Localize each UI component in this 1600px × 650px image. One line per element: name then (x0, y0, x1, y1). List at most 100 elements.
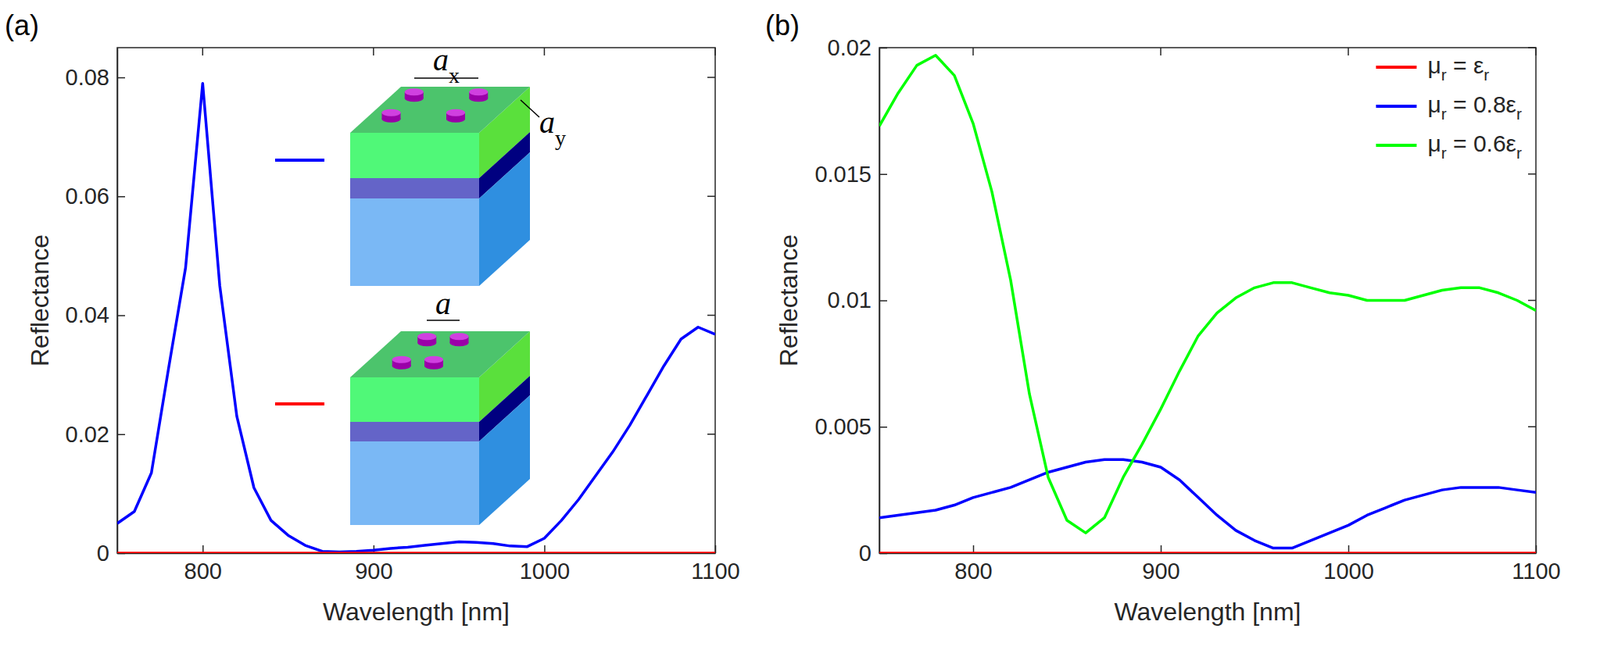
x-tick: 1000 (1323, 545, 1375, 584)
inset-side (479, 152, 530, 287)
y-tick-mark (117, 314, 126, 317)
y-tick-mark-right (707, 76, 716, 79)
inset-pillar (382, 109, 401, 117)
x-tick-mark-top (372, 47, 375, 56)
x-tick-mark-top (1535, 47, 1537, 56)
x-tick-label: 900 (1141, 558, 1180, 584)
x-tick-mark-top (544, 47, 546, 56)
series-line (879, 551, 1536, 554)
plot-lines (117, 83, 716, 554)
series-line (117, 83, 716, 553)
plot-frame (879, 47, 1536, 554)
legend-swatch (275, 158, 325, 162)
x-tick-mark-top (1159, 47, 1162, 56)
inset-pillar (446, 109, 466, 117)
y-tick-mark (117, 196, 126, 198)
inset-label: ay (539, 104, 566, 151)
y-tick-label: 0.02 (65, 422, 110, 448)
inset-top (350, 331, 530, 378)
inset-label: a (435, 286, 452, 322)
x-tick: 900 (1141, 545, 1180, 584)
legend-swatch (1375, 65, 1417, 69)
y-tick-mark-right (1528, 426, 1536, 429)
inset-diagram (350, 86, 530, 287)
y-tick: 0.02 (827, 35, 888, 61)
y-tick-mark-right (707, 433, 716, 436)
y-tick-mark-right (1528, 300, 1536, 302)
x-tick: 800 (954, 545, 992, 584)
inset-layer (350, 198, 480, 287)
y-tick-mark (879, 174, 888, 176)
x-axis-title: Wavelength [nm] (1114, 597, 1302, 627)
y-tick-mark-right (707, 196, 716, 198)
inset-label: ax (433, 42, 460, 88)
x-tick-label: 1100 (690, 558, 740, 584)
axis-line (880, 553, 1537, 555)
y-tick-label: 0 (96, 540, 110, 566)
y-tick: 0.06 (65, 183, 126, 209)
x-tick-label: 800 (954, 558, 992, 584)
x-tick-mark-top (972, 47, 974, 56)
inset-top (350, 86, 530, 133)
inset-pillar (404, 88, 424, 96)
y-axis: 0 0.005 0.01 0.015 0.02 (814, 35, 888, 566)
y-tick: 0.01 (827, 287, 888, 313)
plot-frame (117, 47, 716, 554)
x-tick-label: 1000 (519, 558, 571, 584)
legend-swatch (1375, 143, 1417, 147)
y-tick-mark (879, 300, 888, 302)
y-tick: 0.005 (814, 414, 888, 440)
series-line (879, 55, 1536, 534)
y-tick: 0.02 (65, 422, 126, 448)
x-tick-label: 1100 (1511, 558, 1561, 584)
y-tick-label: 0.04 (65, 302, 110, 328)
panel-label: (b) (765, 9, 800, 42)
inset-arrow (520, 100, 540, 118)
inset-arrow (414, 77, 479, 79)
legend: μr = εrμr = 0.8εrμr = 0.6εr (1375, 52, 1522, 162)
legend-label: μr = 0.8εr (1427, 91, 1522, 123)
y-tick-mark-right (1528, 173, 1536, 176)
y-tick: 0.08 (65, 64, 126, 90)
x-axis: 80090010001100 (118, 545, 741, 584)
series-line (879, 459, 1536, 548)
y-tick-label: 0.015 (814, 161, 872, 187)
y-tick-label: 0 (859, 540, 872, 566)
y-tick-mark (879, 47, 888, 50)
axis-line (118, 553, 716, 555)
y-tick-mark (117, 77, 126, 79)
y-axis: 0 0.02 0.04 0.06 0.08 (65, 48, 126, 566)
panel: 8009001000110000.020.040.060.08Wavelengt… (4, 9, 741, 627)
inset-pillar (417, 332, 437, 341)
y-tick-label: 0.01 (827, 287, 872, 313)
y-axis-title: Reflectance (25, 234, 54, 367)
y-tick: 0.04 (65, 302, 126, 328)
inset-side (479, 395, 530, 526)
y-tick-mark-right (707, 314, 716, 317)
x-tick-mark-top (1347, 47, 1350, 56)
x-tick: 800 (184, 545, 222, 584)
inset-diagram (350, 331, 530, 526)
x-tick: 1100 (1511, 545, 1561, 584)
x-tick-label: 800 (184, 558, 222, 584)
axis-line (117, 48, 119, 555)
x-tick-mark-top (714, 47, 716, 56)
inset-pillar (450, 332, 469, 341)
inset-layer (350, 132, 480, 179)
inset-layer (350, 178, 480, 199)
y-tick-label: 0.02 (827, 35, 872, 61)
plot-lines (879, 55, 1536, 554)
inset-pillar (424, 356, 444, 364)
y-tick-mark (879, 426, 888, 429)
inset-layer (350, 441, 480, 526)
inset-pillar (392, 356, 412, 364)
x-tick-label: 1000 (1323, 558, 1375, 584)
y-tick-mark-right (1528, 46, 1536, 49)
inset-layer (350, 422, 480, 442)
legend-label: μr = εr (1427, 52, 1490, 84)
y-tick-label: 0.08 (65, 64, 110, 90)
y-tick-mark (117, 434, 126, 437)
x-axis: 800 900 1000 1100 (880, 545, 1561, 584)
y-tick: 0.015 (814, 161, 888, 187)
panel-label: (a) (4, 9, 40, 42)
